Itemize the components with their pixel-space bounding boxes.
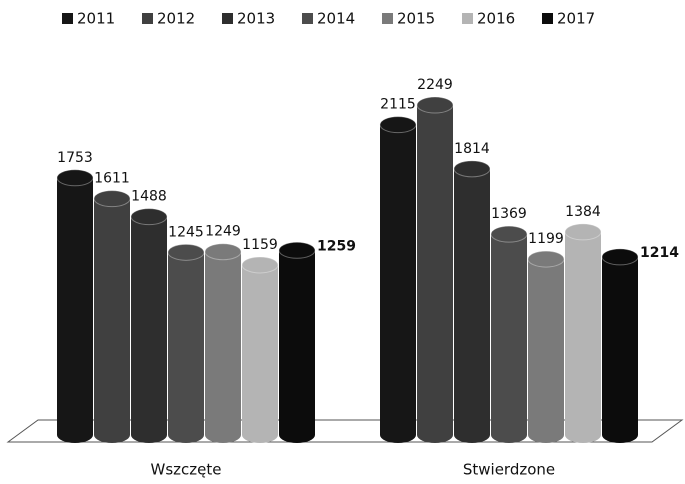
- legend-label: 2012: [157, 10, 195, 28]
- bar: [528, 259, 564, 435]
- cylinder-top: [601, 248, 639, 266]
- legend-swatch: [142, 13, 153, 24]
- cylinder-top: [93, 190, 131, 208]
- data-label: 1611: [94, 171, 130, 187]
- legend-swatch: [302, 13, 313, 24]
- data-label: 1369: [491, 206, 527, 222]
- bar: [417, 105, 453, 435]
- legend-label: 2017: [557, 10, 595, 28]
- data-label: 1488: [131, 189, 167, 205]
- cylinder-top: [564, 223, 602, 241]
- bar: [602, 256, 638, 435]
- legend-swatch: [382, 13, 393, 24]
- legend-label: 2015: [397, 10, 435, 28]
- data-label: 1814: [454, 141, 490, 157]
- bar: [205, 251, 241, 435]
- bar: [491, 234, 527, 435]
- cylinder-top: [167, 243, 205, 261]
- legend-label: 2011: [77, 10, 115, 28]
- cylinder-top: [56, 169, 94, 187]
- legend-label: 2016: [477, 10, 515, 28]
- legend-label: 2014: [317, 10, 355, 28]
- cylinder-top: [416, 96, 454, 114]
- bar: [454, 168, 490, 435]
- bar: [565, 231, 601, 435]
- cylinder-top: [490, 225, 528, 243]
- data-label: 1214: [640, 245, 679, 261]
- cylinder-top: [204, 243, 242, 261]
- cylinder-top: [130, 208, 168, 226]
- data-label: 2249: [417, 77, 453, 93]
- data-label: 1159: [242, 237, 278, 253]
- legend-swatch: [542, 13, 553, 24]
- data-label: 1249: [205, 224, 241, 240]
- cylinder-top: [379, 116, 417, 134]
- legend-swatch: [462, 13, 473, 24]
- bar: [168, 252, 204, 435]
- bar: [94, 198, 130, 435]
- legend-swatch: [62, 13, 73, 24]
- data-label: 1753: [57, 150, 93, 166]
- data-label: 2115: [380, 97, 416, 113]
- legend-label: 2013: [237, 10, 275, 28]
- bar: [131, 216, 167, 435]
- data-label: 1245: [168, 224, 204, 240]
- bar: [57, 177, 93, 436]
- cylinder-top: [527, 250, 565, 268]
- legend-swatch: [222, 13, 233, 24]
- cylinder-top: [241, 256, 279, 274]
- bar: [242, 264, 278, 435]
- data-label: 1259: [317, 238, 356, 254]
- cylinder-top: [453, 160, 491, 178]
- cylinder-top: [278, 241, 316, 259]
- category-label: Stwierdzone: [463, 461, 555, 479]
- data-label: 1199: [528, 231, 564, 247]
- category-label: Wszczęte: [151, 461, 222, 479]
- bar: [279, 250, 315, 435]
- bar: [380, 124, 416, 435]
- data-label: 1384: [565, 204, 601, 220]
